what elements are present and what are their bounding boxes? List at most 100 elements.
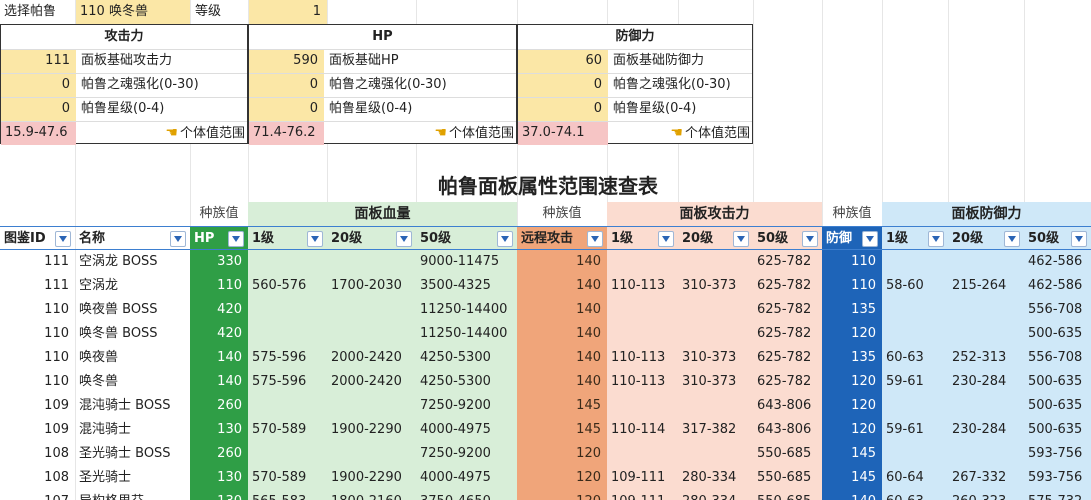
table-cell: 1800-2160 xyxy=(327,490,416,500)
table-cell: 圣光骑士 xyxy=(79,470,132,485)
filter-dropdown-icon[interactable] xyxy=(55,231,71,247)
star-value[interactable]: 0 xyxy=(1,97,76,121)
table-cell: 130 xyxy=(190,418,248,442)
star-value[interactable]: 0 xyxy=(518,97,608,121)
filter-dropdown-icon[interactable] xyxy=(228,231,244,247)
filter-dropdown-icon[interactable] xyxy=(862,231,878,247)
table-cell: 唤夜兽 xyxy=(79,350,119,365)
hp-group-header: 面板血量 xyxy=(248,202,517,226)
filter-dropdown-icon[interactable] xyxy=(396,231,412,247)
panel-title: HP xyxy=(372,29,393,44)
table-cell: 625-782 xyxy=(753,274,822,298)
soul-value[interactable]: 0 xyxy=(518,73,608,97)
table-cell: 58-60 xyxy=(882,274,948,298)
iv-range-value: 37.0-74.1 xyxy=(518,121,608,145)
table-cell: 唤冬兽 BOSS xyxy=(79,326,158,341)
star-value[interactable]: 0 xyxy=(249,97,324,121)
table-cell: 110-113 xyxy=(607,346,678,370)
filter-dropdown-icon[interactable] xyxy=(587,231,603,247)
filter-dropdown-icon[interactable] xyxy=(928,231,944,247)
table-cell: 140 xyxy=(517,370,607,394)
pointing-hand-icon: ☚ xyxy=(670,125,683,141)
table-cell: 317-382 xyxy=(678,418,753,442)
soul-label: 帕鲁之魂强化(0-30) xyxy=(613,77,731,92)
table-cell: 310-373 xyxy=(678,370,753,394)
base-value[interactable]: 111 xyxy=(1,49,76,73)
stat-panel: 防御力 60 面板基础防御力 0 帕鲁之魂强化(0-30) 0 帕鲁星级(0-4) 37.0-… xyxy=(517,24,753,145)
table-cell: 11250-14400 xyxy=(416,298,517,322)
col-hp-lv1-header: 1级 xyxy=(248,226,327,250)
table-cell: 59-61 xyxy=(882,370,948,394)
iv-range-value: 15.9-47.6 xyxy=(1,121,76,145)
stat-panel: HP 590 面板基础HP 0 帕鲁之魂强化(0-30) 0 帕鲁星级(0-4) 71.4-7… xyxy=(248,24,517,145)
table-cell xyxy=(607,442,678,466)
table-cell xyxy=(882,394,948,418)
def-group-header: 面板防御力 xyxy=(882,202,1091,226)
table-cell: 120 xyxy=(517,490,607,500)
filter-dropdown-icon[interactable] xyxy=(802,231,818,247)
base-value[interactable]: 590 xyxy=(249,49,324,73)
level-value[interactable]: 1 xyxy=(249,0,327,24)
column-label: 防御 xyxy=(826,231,853,246)
soul-value[interactable]: 0 xyxy=(249,73,324,97)
select-pal-value[interactable]: 110 唤冬兽 xyxy=(76,0,190,24)
filter-dropdown-icon[interactable] xyxy=(497,231,513,247)
table-cell: 140 xyxy=(190,346,248,370)
table-cell: 111 xyxy=(44,278,69,293)
table-cell: 混沌骑士 BOSS xyxy=(79,398,171,413)
table-cell: 9000-11475 xyxy=(416,250,517,274)
table-cell: 110 xyxy=(44,326,69,341)
table-cell: 120 xyxy=(517,466,607,490)
table-cell: 120 xyxy=(822,370,882,394)
table-cell: 2000-2420 xyxy=(327,346,416,370)
table-cell: 560-576 xyxy=(248,274,327,298)
table-cell xyxy=(678,322,753,346)
panel-title: 防御力 xyxy=(615,29,655,44)
col-hp-lv50-header: 50级 xyxy=(416,226,517,250)
filter-dropdown-icon[interactable] xyxy=(658,231,674,247)
table-cell: 500-635 xyxy=(1024,370,1091,394)
col-atk-lv1-header: 1级 xyxy=(607,226,678,250)
table-cell xyxy=(948,250,1024,274)
table-cell xyxy=(327,250,416,274)
table-cell: 唤夜兽 BOSS xyxy=(79,302,158,317)
table-cell: 145 xyxy=(517,394,607,418)
table-cell: 7250-9200 xyxy=(416,394,517,418)
table-cell: 异构格里芬 xyxy=(75,490,190,500)
table-cell: 140 xyxy=(517,250,607,274)
table-cell: 7250-9200 xyxy=(416,442,517,466)
table-cell: 145 xyxy=(517,418,607,442)
base-value[interactable]: 60 xyxy=(518,49,608,73)
column-label: 20级 xyxy=(331,231,363,246)
column-label: 图鉴ID xyxy=(4,231,46,246)
table-cell: 唤冬兽 xyxy=(79,374,119,389)
soul-value[interactable]: 0 xyxy=(1,73,76,97)
table-cell: 107 xyxy=(0,490,75,500)
table-cell: 110-113 xyxy=(607,274,678,298)
table-cell: 643-806 xyxy=(753,418,822,442)
table-cell: 60-64 xyxy=(882,466,948,490)
table-cell: 4250-5300 xyxy=(416,370,517,394)
filter-dropdown-icon[interactable] xyxy=(1071,231,1087,247)
table-cell: 110 xyxy=(822,250,882,274)
iv-range-text: 个体值范围 xyxy=(684,126,750,141)
select-pal-label: 选择帕鲁 xyxy=(4,4,57,19)
table-cell xyxy=(678,442,753,466)
table-cell: 500-635 xyxy=(1024,418,1091,442)
table-cell: 215-264 xyxy=(948,274,1024,298)
table-cell xyxy=(948,394,1024,418)
col-pokedex-id-header: 图鉴ID xyxy=(0,226,75,250)
column-label: 50级 xyxy=(1028,231,1060,246)
table-cell: 120 xyxy=(822,322,882,346)
filter-dropdown-icon[interactable] xyxy=(733,231,749,247)
table-cell: 625-782 xyxy=(753,250,822,274)
filter-dropdown-icon[interactable] xyxy=(170,231,186,247)
filter-dropdown-icon[interactable] xyxy=(1004,231,1020,247)
level-label: 等级 xyxy=(195,4,222,19)
table-cell: 575-596 xyxy=(248,370,327,394)
filter-dropdown-icon[interactable] xyxy=(307,231,323,247)
col-defense-header: 防御 xyxy=(822,226,882,250)
col-name-header: 名称 xyxy=(75,226,190,250)
col-atk-lv50-header: 50级 xyxy=(753,226,822,250)
table-cell: 260-323 xyxy=(948,490,1024,500)
